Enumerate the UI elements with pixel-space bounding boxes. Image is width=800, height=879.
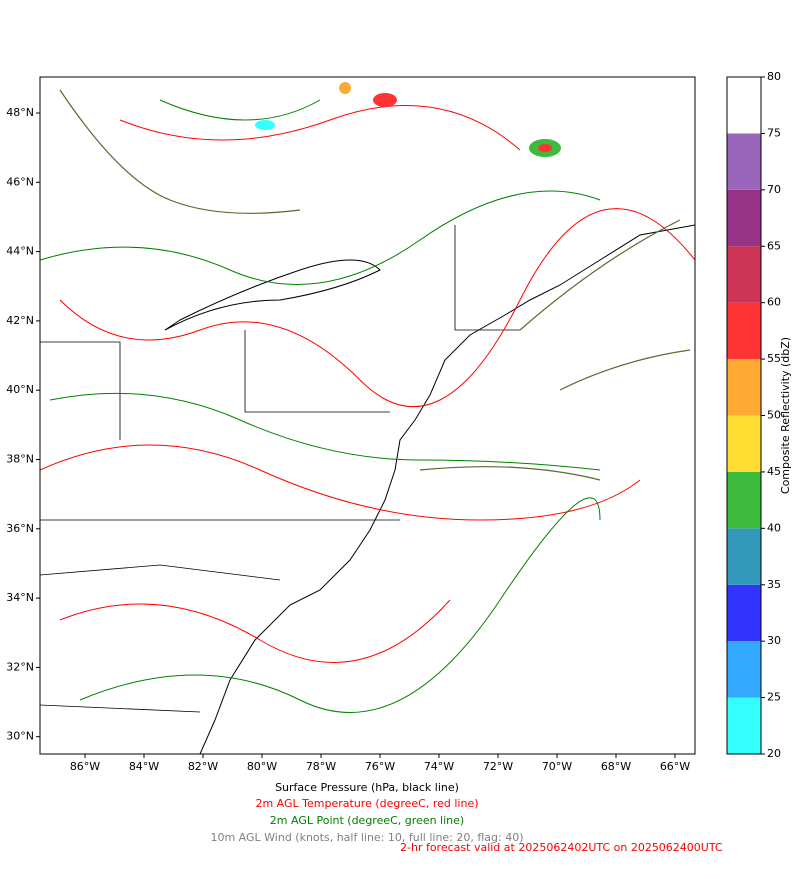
colorbar-bin <box>727 133 761 190</box>
colorbar-bin <box>727 246 761 303</box>
temperature-contour <box>40 105 695 663</box>
dewpoint-contour <box>40 99 601 713</box>
coastline <box>199 224 695 754</box>
colorbar-bin <box>727 471 761 529</box>
lon-tick-label: 78°W <box>306 760 336 773</box>
caption: 2-hr forecast valid at 2025062402UTC on … <box>400 841 723 854</box>
colorbar-tick-label: 80 <box>767 70 781 83</box>
caption: 2m AGL Temperature (degreeC, red line) <box>255 797 478 810</box>
lon-tick-label: 68°W <box>601 760 631 773</box>
lat-tick-label: 46°N <box>6 175 34 188</box>
colorbar-bin <box>727 641 761 698</box>
lon-tick-label: 76°W <box>365 760 395 773</box>
lon-tick-label: 82°W <box>188 760 218 773</box>
state-border <box>40 225 520 713</box>
colorbar-bin <box>727 584 761 642</box>
colorbar-bin <box>727 528 761 585</box>
caption: 10m AGL Wind (knots, half line: 10, full… <box>210 831 523 844</box>
lon-tick-label: 72°W <box>483 760 513 773</box>
colorbar-tick-label: 70 <box>767 183 781 196</box>
lat-tick-label: 48°N <box>6 106 34 119</box>
map-frame <box>39 76 696 755</box>
colorbar-tick-label: 75 <box>767 126 781 139</box>
lat-tick-label: 42°N <box>6 314 34 327</box>
colorbar-tick-label: 45 <box>767 465 781 478</box>
colorbar-bin <box>727 697 761 754</box>
pressure-contour <box>59 89 691 481</box>
colorbar-tick-label: 55 <box>767 352 781 365</box>
lon-tick-label: 66°W <box>660 760 690 773</box>
lat-tick-label: 30°N <box>6 730 34 743</box>
lon-tick-label: 70°W <box>542 760 572 773</box>
colorbar-bin <box>727 302 761 360</box>
colorbar-tick-label: 20 <box>767 747 781 760</box>
lat-tick-label: 34°N <box>6 591 34 604</box>
lat-tick-label: 38°N <box>6 453 34 466</box>
map-layer <box>40 82 695 754</box>
lon-tick-label: 84°W <box>129 760 159 773</box>
colorbar-label: Composite Reflectivity (dbZ) <box>779 337 792 494</box>
caption: 2m AGL Point (degreeC, green line) <box>270 814 464 827</box>
lat-tick-label: 36°N <box>6 522 34 535</box>
lon-tick-label: 80°W <box>247 760 277 773</box>
lat-tick-label: 44°N <box>6 245 34 258</box>
radar-echo <box>255 82 561 157</box>
colorbar-tick-label: 65 <box>767 239 781 252</box>
caption: Surface Pressure (hPa, black line) <box>275 781 459 794</box>
colorbar-bin <box>727 415 761 472</box>
colorbar-bin <box>727 77 761 134</box>
lon-tick-label: 86°W <box>70 760 100 773</box>
colorbar-tick-label: 50 <box>767 409 781 422</box>
lat-tick-label: 32°N <box>6 660 34 673</box>
lat-tick-label: 40°N <box>6 383 34 396</box>
colorbar-bin <box>727 359 761 416</box>
lon-tick-label: 74°W <box>424 760 454 773</box>
lake-shore <box>164 259 381 331</box>
colorbar-tick-label: 60 <box>767 296 781 309</box>
colorbar-tick-label: 40 <box>767 521 781 534</box>
colorbar-tick-label: 35 <box>767 578 781 591</box>
colorbar-bin <box>727 189 761 247</box>
colorbar-tick-label: 25 <box>767 691 781 704</box>
colorbar-tick-label: 30 <box>767 634 781 647</box>
